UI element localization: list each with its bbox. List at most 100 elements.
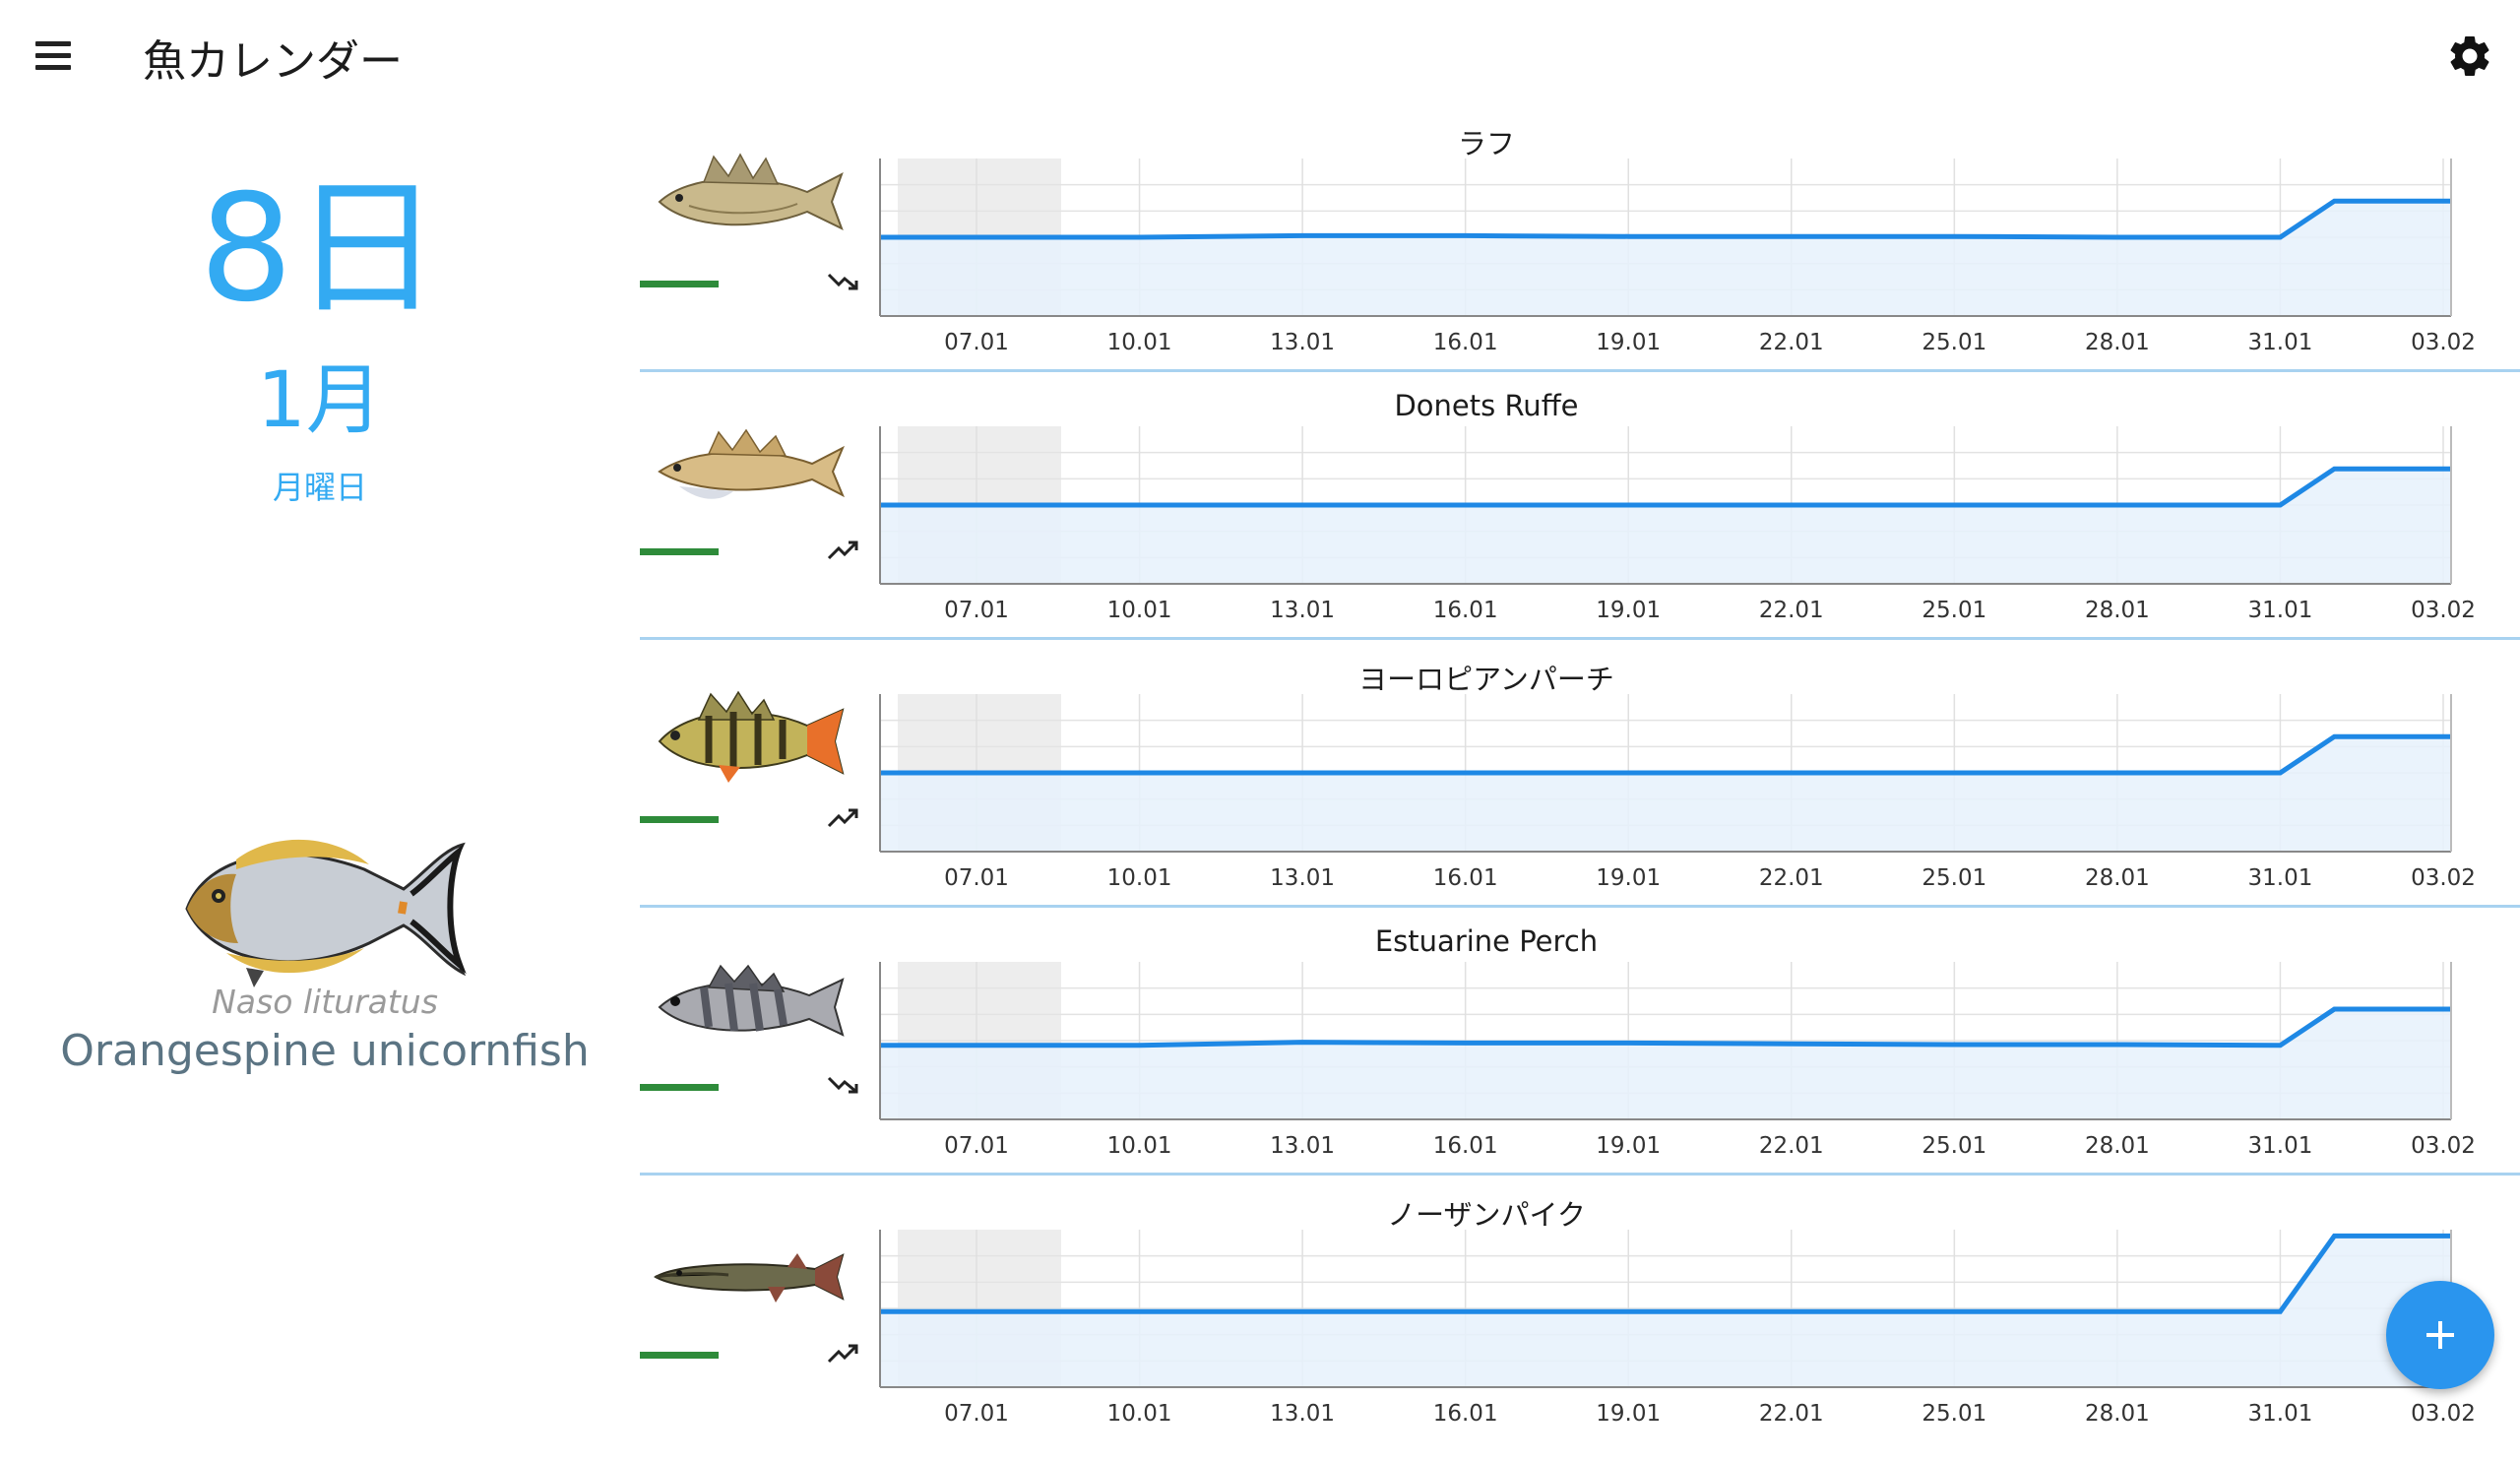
weekday-label: 月曜日	[272, 469, 367, 506]
x-tick-label: 13.01	[1270, 330, 1335, 355]
catch-chart: 07.01 10.01 13.01 16.01 19.01 22.01 25.01 28.01…	[879, 159, 2476, 355]
estuarine-perch-image	[658, 964, 845, 1037]
x-tick-label: 28.01	[2085, 1401, 2150, 1427]
series-line	[880, 466, 2451, 508]
x-tick-label: 16.01	[1433, 865, 1498, 891]
plus-icon	[2426, 1321, 2454, 1349]
x-tick-label: 03.02	[2411, 1133, 2476, 1159]
series-area	[880, 1009, 2451, 1119]
unicornfish-image[interactable]	[167, 815, 482, 997]
x-tick-label: 22.01	[1759, 865, 1824, 891]
divider	[640, 637, 2520, 640]
x-tick-label: 13.01	[1270, 598, 1335, 623]
x-tick-label: 22.01	[1759, 330, 1824, 355]
x-tick-label: 25.01	[1922, 598, 1986, 623]
x-tick-label: 10.01	[1107, 1401, 1172, 1427]
x-tick-label: 19.01	[1596, 598, 1661, 623]
donets-ruffe-image	[658, 428, 845, 499]
activity-bar	[640, 548, 719, 555]
fish-row[interactable]: ノーザンパイク 07.01 10.01 13.01 16.01 19.01 22.01 25…	[640, 1194, 2520, 1462]
add-fish-button[interactable]	[2386, 1281, 2494, 1389]
x-tick-label: 13.01	[1270, 1133, 1335, 1159]
fish-name: ラフ	[1457, 127, 1515, 160]
x-tick-label: 13.01	[1270, 865, 1335, 891]
activity-bar	[640, 1352, 719, 1359]
series-line	[880, 1233, 2451, 1314]
trending-down-icon	[827, 273, 858, 290]
x-tick-label: 03.02	[2411, 865, 2476, 891]
trending-up-icon	[827, 540, 858, 560]
day-number: 8日	[199, 163, 441, 335]
fish-row[interactable]: ヨーロピアンパーチ 07.01 10.01 13.01 16.01 19.01 22.01…	[640, 659, 2520, 926]
x-tick-label: 10.01	[1107, 1133, 1172, 1159]
x-tick-label: 16.01	[1433, 1133, 1498, 1159]
gear-icon[interactable]	[2445, 32, 2494, 81]
x-tick-label: 28.01	[2085, 865, 2150, 891]
x-tick-label: 31.01	[2248, 330, 2313, 355]
activity-bar	[640, 816, 719, 823]
x-tick-label: 28.01	[2085, 1133, 2150, 1159]
x-tick-label: 19.01	[1596, 330, 1661, 355]
x-tick-label: 07.01	[944, 598, 1009, 623]
x-tick-label: 03.02	[2411, 1401, 2476, 1427]
fish-row[interactable]: ラフ 07.01 10.01 13.01 16.01 19.01 22.01 25.01 28…	[640, 123, 2520, 391]
fish-row[interactable]: Estuarine Perch 07.01 10.01 13.01 16.01 19.0…	[640, 924, 2520, 1194]
fish-name: ヨーロピアンパーチ	[1358, 663, 1614, 696]
series-line	[880, 1006, 2451, 1049]
x-tick-label: 07.01	[944, 1401, 1009, 1427]
x-tick-label: 25.01	[1922, 330, 1986, 355]
x-tick-label: 16.01	[1433, 1401, 1498, 1427]
scientific-name: Naso lituratus	[212, 983, 438, 1021]
fish-name: Donets Ruffe	[1394, 389, 1579, 422]
x-tick-label: 31.01	[2248, 598, 2313, 623]
x-tick-label: 22.01	[1759, 598, 1824, 623]
trending-up-icon	[827, 1344, 858, 1364]
trending-down-icon	[827, 1076, 858, 1094]
series-area	[880, 736, 2451, 852]
x-tick-label: 19.01	[1596, 1401, 1661, 1427]
menu-icon[interactable]	[28, 30, 83, 85]
x-tick-label: 16.01	[1433, 330, 1498, 355]
fish-name: Estuarine Perch	[1374, 924, 1599, 958]
x-tick-label: 31.01	[2248, 1133, 2313, 1159]
divider	[640, 905, 2520, 908]
x-tick-label: 25.01	[1922, 1401, 1986, 1427]
catch-chart: 07.01 10.01 13.01 16.01 19.01 22.01 25.01 28.01…	[879, 426, 2476, 623]
x-tick-label: 22.01	[1759, 1133, 1824, 1159]
x-tick-label: 07.01	[944, 1133, 1009, 1159]
fish-row[interactable]: Donets Ruffe 07.01 10.01 13.01 16.01 19.01 22…	[640, 389, 2520, 659]
catch-chart: 07.01 10.01 13.01 16.01 19.01 22.01 25.01 28.01…	[879, 1230, 2476, 1427]
x-tick-label: 19.01	[1596, 865, 1661, 891]
divider	[640, 369, 2520, 372]
x-tick-label: 16.01	[1433, 598, 1498, 623]
fish-name: ノーザンパイク	[1387, 1198, 1586, 1232]
activity-bar	[640, 281, 719, 287]
x-tick-label: 03.02	[2411, 598, 2476, 623]
catch-chart: 07.01 10.01 13.01 16.01 19.01 22.01 25.01 28.01…	[879, 962, 2476, 1159]
trending-up-icon	[827, 808, 858, 828]
x-tick-label: 25.01	[1922, 1133, 1986, 1159]
x-tick-label: 07.01	[944, 330, 1009, 355]
x-tick-label: 03.02	[2411, 330, 2476, 355]
menu-icon-line	[35, 65, 71, 70]
x-tick-label: 13.01	[1270, 1401, 1335, 1427]
northern-pike-image	[654, 1253, 845, 1303]
x-tick-label: 10.01	[1107, 865, 1172, 891]
x-tick-label: 19.01	[1596, 1133, 1661, 1159]
app-bar: 魚カレンダー	[0, 0, 2520, 116]
x-tick-label: 31.01	[2248, 865, 2313, 891]
x-tick-label: 28.01	[2085, 598, 2150, 623]
x-tick-label: 22.01	[1759, 1401, 1824, 1427]
date-panel: 8日 1月 月曜日 Naso lituratus Orangespine uni…	[0, 116, 640, 1418]
app-title: 魚カレンダー	[143, 36, 403, 87]
european-perch-image	[658, 690, 845, 783]
activity-bar	[640, 1084, 719, 1091]
x-tick-label: 10.01	[1107, 330, 1172, 355]
x-tick-label: 28.01	[2085, 330, 2150, 355]
ruffe-image	[658, 153, 844, 230]
x-tick-label: 07.01	[944, 865, 1009, 891]
series-area	[880, 469, 2451, 584]
x-tick-label: 31.01	[2248, 1401, 2313, 1427]
menu-icon-line	[35, 41, 71, 46]
divider	[640, 1173, 2520, 1176]
